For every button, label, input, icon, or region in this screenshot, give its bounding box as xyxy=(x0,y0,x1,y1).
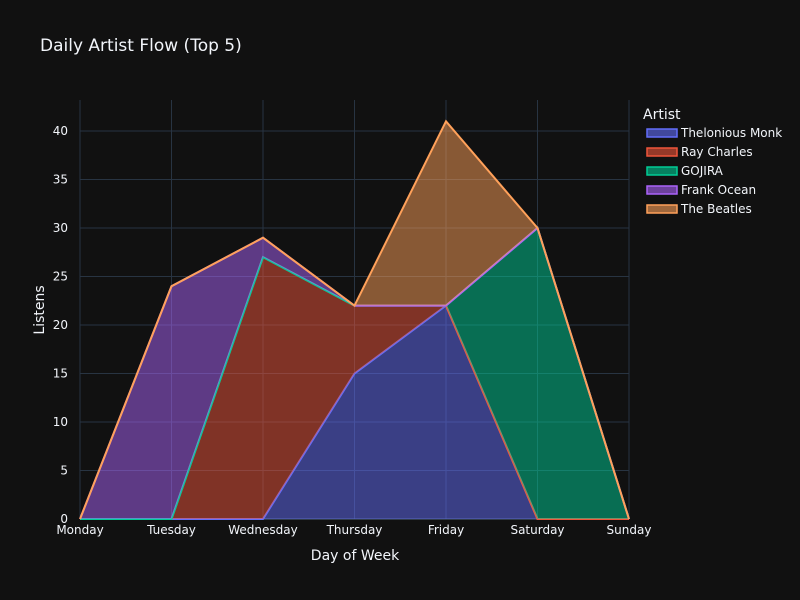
legend-swatch xyxy=(646,147,678,157)
x-tick-label: Friday xyxy=(428,523,464,537)
area-gojira xyxy=(80,228,629,519)
y-tick-label: 5 xyxy=(60,464,68,478)
legend-swatch xyxy=(646,204,678,214)
y-tick-label: 25 xyxy=(53,270,68,284)
y-tick-label: 40 xyxy=(53,124,68,138)
legend-label: GOJIRA xyxy=(681,164,724,178)
area-frank-ocean xyxy=(80,228,629,519)
legend-title: Artist xyxy=(643,107,681,123)
y-tick-label: 15 xyxy=(53,367,68,381)
area-thelonious-monk xyxy=(80,305,629,519)
legend-label: Frank Ocean xyxy=(681,183,756,197)
x-axis-label: Day of Week xyxy=(311,548,400,564)
y-tick-label: 20 xyxy=(53,318,68,332)
x-tick-label: Wednesday xyxy=(228,523,297,537)
areas xyxy=(79,119,630,520)
x-tick-label: Saturday xyxy=(510,523,564,537)
x-tick-label: Thursday xyxy=(326,523,383,537)
legend: Thelonious Monk Ray Charles GOJIRA Frank Oc… xyxy=(646,126,782,216)
y-tick-label: 0 xyxy=(60,512,68,526)
legend-swatch xyxy=(646,185,678,195)
x-tick-label: Tuesday xyxy=(146,523,196,537)
chart-title: Daily Artist Flow (Top 5) xyxy=(40,36,242,56)
legend-swatch xyxy=(646,128,678,138)
x-tick-label: Monday xyxy=(56,523,103,537)
area-the-beatles xyxy=(80,121,629,520)
y-tick-label: 35 xyxy=(53,173,68,187)
legend-label: Ray Charles xyxy=(681,145,753,159)
line-the-beatles xyxy=(79,119,630,520)
x-tick-label: Sunday xyxy=(607,523,652,537)
y-axis-label: Listens xyxy=(32,285,48,334)
legend-swatch xyxy=(646,166,678,176)
legend-label: Thelonious Monk xyxy=(680,126,782,140)
x-tick-labels: Monday Tuesday Wednesday Thursday Friday Satu… xyxy=(56,523,651,537)
area-ray-charles xyxy=(80,257,629,519)
y-tick-label: 30 xyxy=(53,221,68,235)
y-tick-labels: 0 5 10 15 20 25 30 35 40 xyxy=(53,124,68,526)
y-tick-label: 10 xyxy=(53,415,68,429)
legend-label: The Beatles xyxy=(680,202,752,216)
